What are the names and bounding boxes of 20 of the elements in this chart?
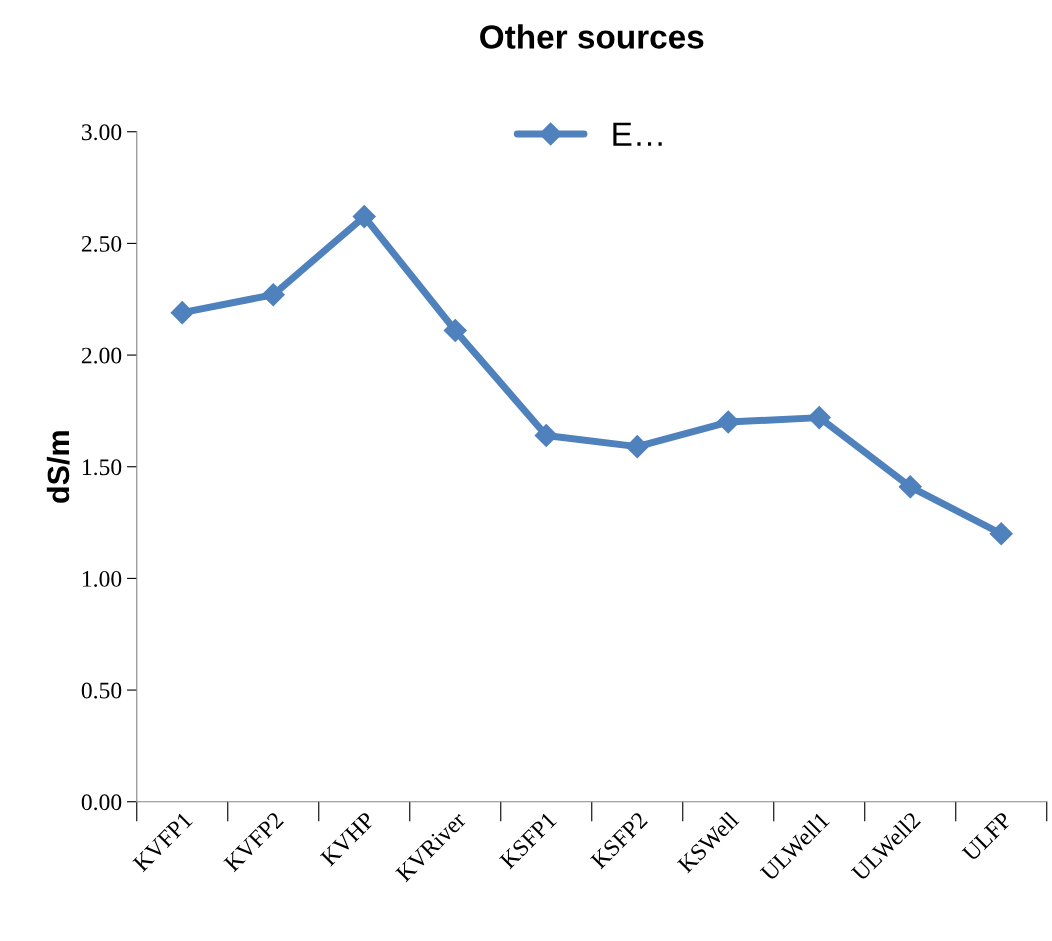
point <box>170 301 194 325</box>
point <box>716 410 740 434</box>
point <box>989 522 1013 546</box>
point <box>898 475 922 499</box>
y-tick-label: 3.00 <box>81 124 122 141</box>
legend-label: E… <box>613 122 662 146</box>
point <box>352 205 376 229</box>
y-axis-title: dS/m <box>46 431 70 503</box>
y-tick-label: 1.50 <box>82 459 122 476</box>
chart-title: Other sources <box>480 24 704 49</box>
point <box>534 423 558 447</box>
y-tick-label: 2.50 <box>81 235 122 252</box>
point <box>261 283 285 307</box>
y-tick-label: 0.50 <box>81 682 122 699</box>
point <box>443 319 467 343</box>
y-tick-label: 0.00 <box>81 794 122 811</box>
point <box>807 406 831 430</box>
point <box>625 435 649 459</box>
y-tick-label: 1.00 <box>82 570 122 587</box>
y-tick-label: 2.00 <box>81 347 122 364</box>
